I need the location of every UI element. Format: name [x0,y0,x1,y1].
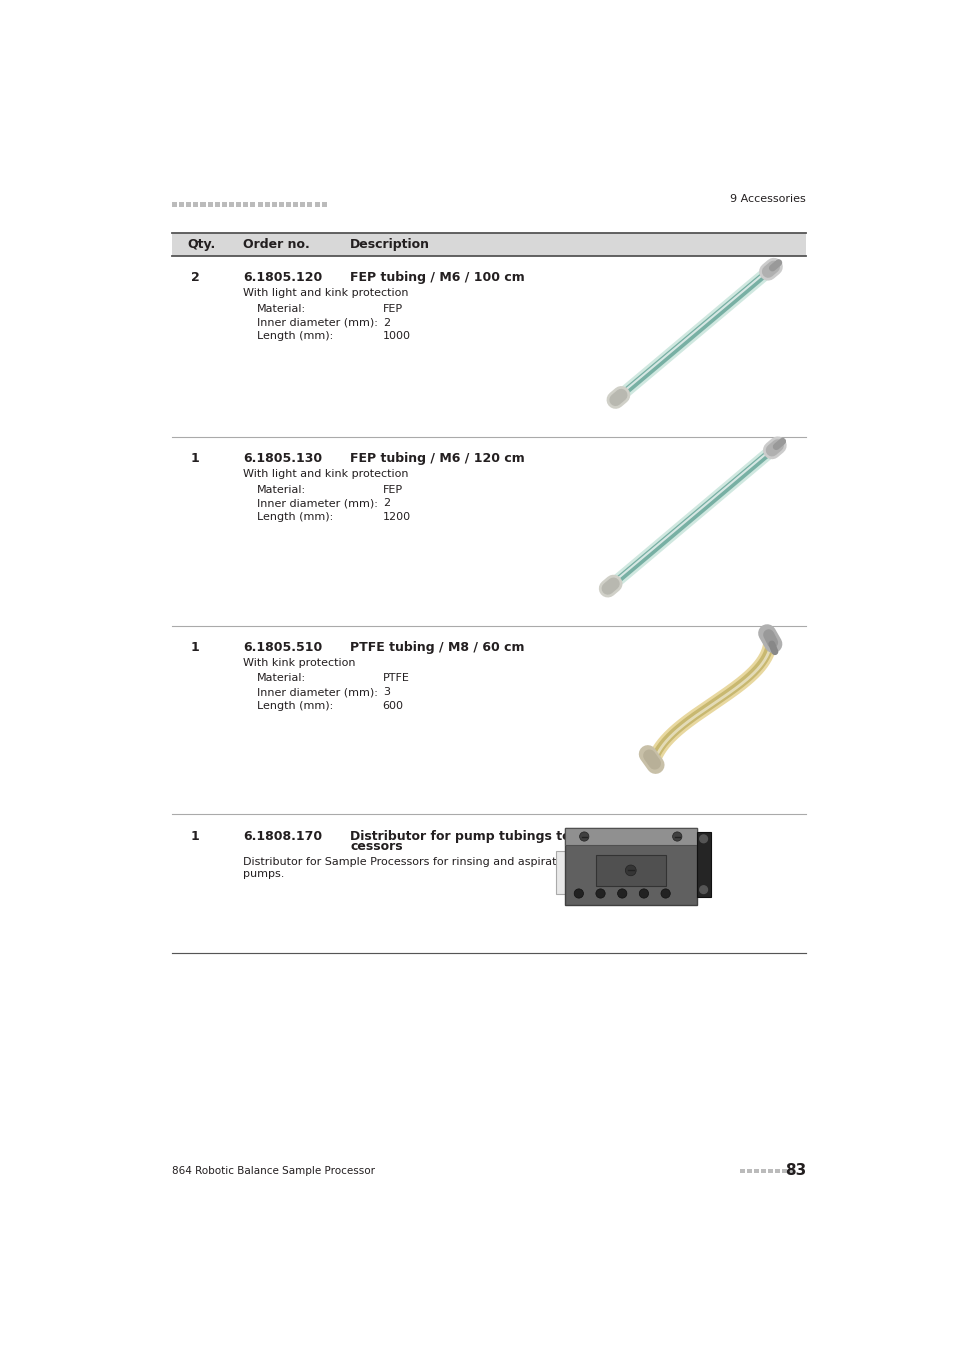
Text: Material:: Material: [257,304,306,313]
Bar [229,202,233,207]
Circle shape [579,832,588,841]
Bar [293,202,298,207]
Bar [596,855,665,886]
Bar [564,828,696,845]
Text: 6.1808.170: 6.1808.170 [243,830,322,842]
Circle shape [617,888,626,898]
Text: 1: 1 [191,830,199,842]
Text: Qty.: Qty. [187,238,215,251]
Bar [264,202,270,207]
Text: 2: 2 [191,271,199,285]
Text: Inner diameter (mm):: Inner diameter (mm): [257,498,377,509]
Bar [760,1169,765,1173]
Bar [555,850,567,894]
Circle shape [699,836,707,842]
Text: 2: 2 [382,317,390,328]
Bar [172,232,805,256]
Bar [278,202,284,207]
Circle shape [660,888,670,898]
Text: Material:: Material: [257,485,306,494]
Circle shape [639,888,648,898]
Text: 864 Robotic Balance Sample Processor: 864 Robotic Balance Sample Processor [172,1165,375,1176]
Text: With light and kink protection: With light and kink protection [243,470,408,479]
Bar [746,1169,751,1173]
Text: Length (mm):: Length (mm): [257,513,334,522]
Bar [696,832,710,898]
Text: FEP: FEP [382,485,402,494]
Bar [767,1169,772,1173]
Bar [788,1169,793,1173]
Bar [172,202,177,207]
Text: Distributor for Sample Processors for rinsing and aspirating using
pumps.: Distributor for Sample Processors for ri… [243,857,607,879]
Text: 1200: 1200 [382,513,411,522]
Bar [272,202,276,207]
Circle shape [699,886,707,894]
Text: 1: 1 [191,452,199,466]
Bar [250,202,255,207]
Bar [200,202,205,207]
Text: 6.1805.120: 6.1805.120 [243,271,322,285]
Text: FEP tubing / M6 / 120 cm: FEP tubing / M6 / 120 cm [350,452,524,466]
Bar [222,202,227,207]
Bar [179,202,184,207]
Text: 6.1805.510: 6.1805.510 [243,641,322,653]
Bar [243,202,248,207]
Text: Distributor for pump tubings to Sample Pro-: Distributor for pump tubings to Sample P… [350,830,659,842]
Bar [321,202,326,207]
Bar [564,828,696,904]
Text: Description: Description [350,238,430,251]
Bar [236,202,241,207]
Text: 2: 2 [382,498,390,509]
Bar [193,202,198,207]
Bar [208,202,213,207]
Text: With light and kink protection: With light and kink protection [243,289,408,298]
Text: FEP: FEP [382,304,402,313]
Circle shape [596,888,604,898]
Bar [781,1169,785,1173]
Text: 600: 600 [382,701,403,711]
Text: 83: 83 [783,1164,805,1179]
Bar [214,202,219,207]
Text: With kink protection: With kink protection [243,657,355,668]
Text: PTFE tubing / M8 / 60 cm: PTFE tubing / M8 / 60 cm [350,641,524,653]
Text: 1000: 1000 [382,331,411,342]
Text: Inner diameter (mm):: Inner diameter (mm): [257,317,377,328]
Text: Length (mm):: Length (mm): [257,701,334,711]
Bar [774,1169,779,1173]
Text: Material:: Material: [257,674,306,683]
Text: FEP tubing / M6 / 100 cm: FEP tubing / M6 / 100 cm [350,271,524,285]
Circle shape [624,865,636,876]
Text: 6.1805.130: 6.1805.130 [243,452,322,466]
Circle shape [672,832,681,841]
Bar [753,1169,758,1173]
Text: 9 Accessories: 9 Accessories [729,194,805,204]
Text: 1: 1 [191,641,199,653]
Text: Order no.: Order no. [243,238,310,251]
Bar [300,202,305,207]
Bar [186,202,191,207]
Text: cessors: cessors [350,840,402,853]
Text: Inner diameter (mm):: Inner diameter (mm): [257,687,377,697]
Text: PTFE: PTFE [382,674,409,683]
Bar [314,202,319,207]
Bar [286,202,291,207]
Circle shape [574,888,583,898]
Bar [257,202,262,207]
Bar [307,202,313,207]
Bar [740,1169,744,1173]
Text: 3: 3 [382,687,390,697]
Text: Length (mm):: Length (mm): [257,331,334,342]
